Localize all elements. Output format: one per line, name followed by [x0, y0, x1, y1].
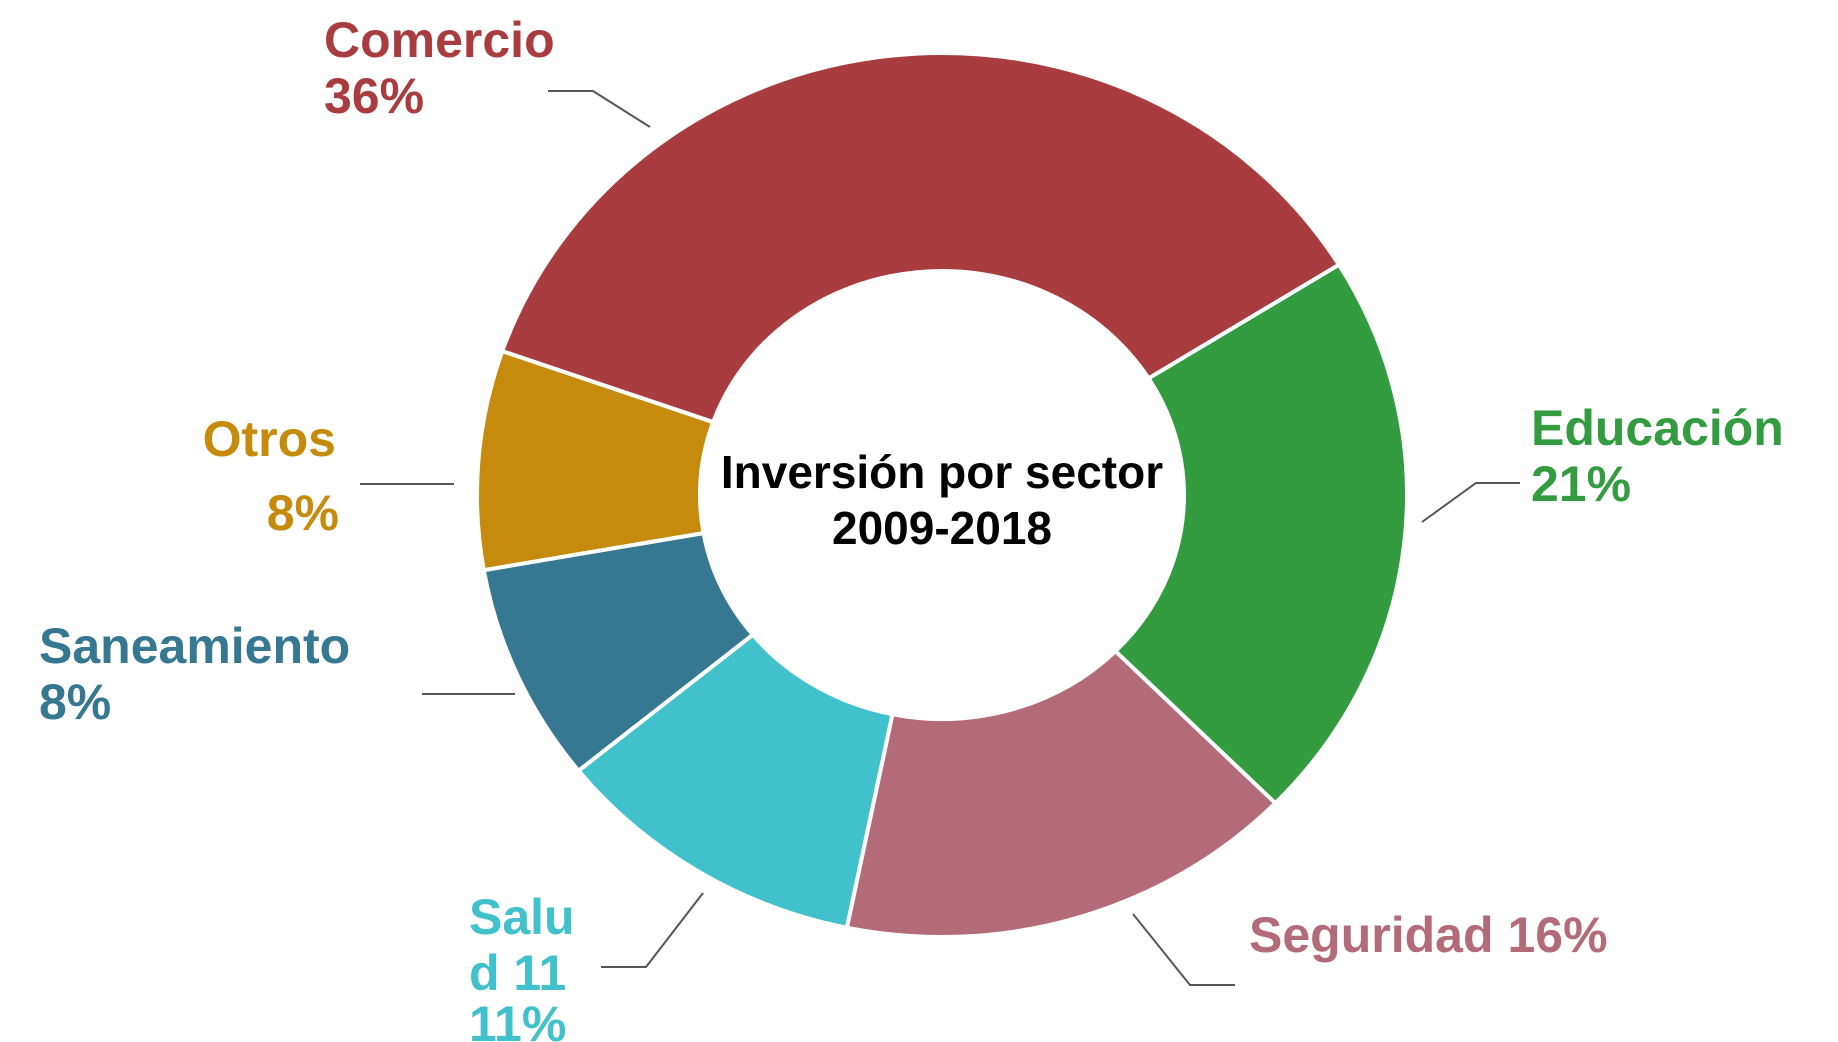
leader-line	[1421, 482, 1520, 523]
donut-segment	[575, 632, 895, 931]
value-label: 8%	[39, 674, 112, 730]
donut-segment	[844, 648, 1279, 939]
value-label: 11%	[469, 996, 567, 1042]
category-label: Comercio	[324, 12, 555, 68]
value-label: 16%	[1507, 907, 1608, 963]
category-label: Educación	[1531, 400, 1784, 456]
value-label: 36%	[324, 68, 425, 124]
chart-title: Inversión por sector	[721, 446, 1163, 498]
donut-segment	[499, 51, 1342, 425]
donut-segment	[481, 530, 756, 774]
category-label: Seguridad 16%	[1249, 907, 1608, 963]
leader-line	[601, 892, 704, 968]
category-label: Otros	[202, 411, 336, 467]
value-label: 8%	[266, 485, 339, 541]
leader-line	[1132, 913, 1235, 986]
chart-subtitle: 2009-2018	[832, 502, 1052, 554]
category-label: Salud 11	[469, 889, 575, 1001]
donut-segment	[1112, 262, 1409, 806]
leader-line	[548, 90, 651, 128]
value-label: 21%	[1531, 456, 1632, 512]
category-label: Saneamiento	[39, 618, 351, 674]
